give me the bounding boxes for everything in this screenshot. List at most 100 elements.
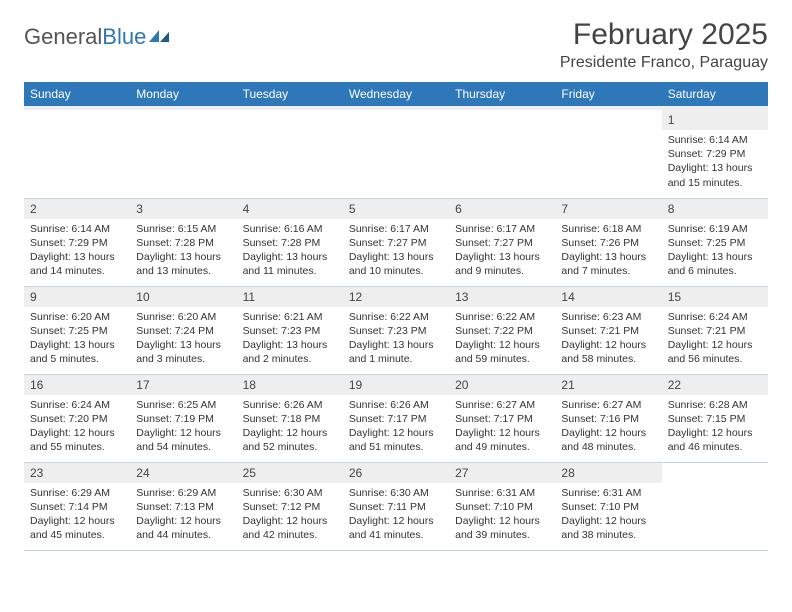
- day-line: Sunrise: 6:17 AM: [349, 222, 443, 236]
- weekday-header: Thursday: [449, 82, 555, 106]
- day-line: Sunset: 7:25 PM: [668, 236, 762, 250]
- day-line: Daylight: 12 hours: [136, 514, 230, 528]
- day-line: Sunrise: 6:22 AM: [455, 310, 549, 324]
- day-number: 19: [343, 375, 449, 395]
- day-content: Sunrise: 6:22 AMSunset: 7:23 PMDaylight:…: [343, 307, 449, 371]
- day-line: Sunset: 7:28 PM: [243, 236, 337, 250]
- day-line: Daylight: 12 hours: [243, 426, 337, 440]
- day-line: Daylight: 13 hours: [561, 250, 655, 264]
- day-line: Sunset: 7:29 PM: [668, 147, 762, 161]
- calendar-day-cell: 3Sunrise: 6:15 AMSunset: 7:28 PMDaylight…: [130, 198, 236, 286]
- day-number: 10: [130, 287, 236, 307]
- day-line: Sunrise: 6:29 AM: [30, 486, 124, 500]
- calendar-week-row: 23Sunrise: 6:29 AMSunset: 7:14 PMDayligh…: [24, 462, 768, 550]
- day-line: Daylight: 12 hours: [136, 426, 230, 440]
- day-content: Sunrise: 6:17 AMSunset: 7:27 PMDaylight:…: [449, 219, 555, 283]
- calendar-day-cell: 16Sunrise: 6:24 AMSunset: 7:20 PMDayligh…: [24, 374, 130, 462]
- day-content: Sunrise: 6:29 AMSunset: 7:13 PMDaylight:…: [130, 483, 236, 547]
- day-line: Sunrise: 6:24 AM: [30, 398, 124, 412]
- calendar-day-cell: ..: [555, 110, 661, 198]
- day-content: Sunrise: 6:19 AMSunset: 7:25 PMDaylight:…: [662, 219, 768, 283]
- day-line: Sunrise: 6:17 AM: [455, 222, 549, 236]
- header: GeneralBlue February 2025 Presidente Fra…: [24, 18, 768, 72]
- title-block: February 2025 Presidente Franco, Paragua…: [560, 18, 768, 72]
- month-title: February 2025: [560, 18, 768, 52]
- day-number: 11: [237, 287, 343, 307]
- day-line: Sunset: 7:20 PM: [30, 412, 124, 426]
- day-line: Sunrise: 6:20 AM: [136, 310, 230, 324]
- day-line: Sunset: 7:24 PM: [136, 324, 230, 338]
- day-line: and 7 minutes.: [561, 264, 655, 278]
- day-content: Sunrise: 6:18 AMSunset: 7:26 PMDaylight:…: [555, 219, 661, 283]
- day-line: Daylight: 12 hours: [349, 426, 443, 440]
- day-line: Daylight: 13 hours: [243, 250, 337, 264]
- day-line: and 11 minutes.: [243, 264, 337, 278]
- day-line: and 10 minutes.: [349, 264, 443, 278]
- day-content: Sunrise: 6:24 AMSunset: 7:20 PMDaylight:…: [24, 395, 130, 459]
- day-content: Sunrise: 6:31 AMSunset: 7:10 PMDaylight:…: [555, 483, 661, 547]
- day-content: Sunrise: 6:24 AMSunset: 7:21 PMDaylight:…: [662, 307, 768, 371]
- day-content: Sunrise: 6:27 AMSunset: 7:16 PMDaylight:…: [555, 395, 661, 459]
- day-line: Sunrise: 6:16 AM: [243, 222, 337, 236]
- day-line: Sunset: 7:22 PM: [455, 324, 549, 338]
- day-line: and 49 minutes.: [455, 440, 549, 454]
- calendar-day-cell: 13Sunrise: 6:22 AMSunset: 7:22 PMDayligh…: [449, 286, 555, 374]
- day-line: and 59 minutes.: [455, 352, 549, 366]
- day-number: 5: [343, 199, 449, 219]
- weekday-header: Sunday: [24, 82, 130, 106]
- day-number: 28: [555, 463, 661, 483]
- day-line: and 52 minutes.: [243, 440, 337, 454]
- day-content: Sunrise: 6:22 AMSunset: 7:22 PMDaylight:…: [449, 307, 555, 371]
- calendar-day-cell: 14Sunrise: 6:23 AMSunset: 7:21 PMDayligh…: [555, 286, 661, 374]
- day-line: and 1 minute.: [349, 352, 443, 366]
- day-line: Daylight: 13 hours: [668, 250, 762, 264]
- day-number: 8: [662, 199, 768, 219]
- day-line: Sunset: 7:21 PM: [561, 324, 655, 338]
- calendar-day-cell: 11Sunrise: 6:21 AMSunset: 7:23 PMDayligh…: [237, 286, 343, 374]
- day-line: and 3 minutes.: [136, 352, 230, 366]
- day-line: Sunset: 7:15 PM: [668, 412, 762, 426]
- day-line: Sunrise: 6:28 AM: [668, 398, 762, 412]
- calendar-day-cell: 25Sunrise: 6:30 AMSunset: 7:12 PMDayligh…: [237, 462, 343, 550]
- calendar-week-row: ............1Sunrise: 6:14 AMSunset: 7:2…: [24, 110, 768, 198]
- day-number: 13: [449, 287, 555, 307]
- day-line: Daylight: 12 hours: [30, 426, 124, 440]
- calendar-week-row: 9Sunrise: 6:20 AMSunset: 7:25 PMDaylight…: [24, 286, 768, 374]
- day-line: Sunrise: 6:30 AM: [349, 486, 443, 500]
- day-line: and 56 minutes.: [668, 352, 762, 366]
- weekday-header: Tuesday: [237, 82, 343, 106]
- day-line: Sunrise: 6:26 AM: [349, 398, 443, 412]
- calendar-day-cell: 23Sunrise: 6:29 AMSunset: 7:14 PMDayligh…: [24, 462, 130, 550]
- day-line: Daylight: 12 hours: [668, 338, 762, 352]
- calendar-day-cell: 4Sunrise: 6:16 AMSunset: 7:28 PMDaylight…: [237, 198, 343, 286]
- day-number: 18: [237, 375, 343, 395]
- calendar-day-cell: 20Sunrise: 6:27 AMSunset: 7:17 PMDayligh…: [449, 374, 555, 462]
- day-line: and 55 minutes.: [30, 440, 124, 454]
- calendar-table: SundayMondayTuesdayWednesdayThursdayFrid…: [24, 82, 768, 551]
- day-line: Sunset: 7:17 PM: [349, 412, 443, 426]
- day-line: Daylight: 12 hours: [455, 514, 549, 528]
- day-line: Sunset: 7:17 PM: [455, 412, 549, 426]
- day-line: Sunrise: 6:31 AM: [561, 486, 655, 500]
- calendar-day-cell: ..: [343, 110, 449, 198]
- day-line: and 15 minutes.: [668, 176, 762, 190]
- day-line: Daylight: 13 hours: [30, 338, 124, 352]
- day-line: Sunrise: 6:21 AM: [243, 310, 337, 324]
- day-content: Sunrise: 6:28 AMSunset: 7:15 PMDaylight:…: [662, 395, 768, 459]
- day-line: Sunset: 7:10 PM: [561, 500, 655, 514]
- day-line: and 39 minutes.: [455, 528, 549, 542]
- day-number: 12: [343, 287, 449, 307]
- day-line: Daylight: 12 hours: [561, 338, 655, 352]
- day-line: Sunrise: 6:27 AM: [455, 398, 549, 412]
- day-line: Sunrise: 6:23 AM: [561, 310, 655, 324]
- calendar-day-cell: 9Sunrise: 6:20 AMSunset: 7:25 PMDaylight…: [24, 286, 130, 374]
- day-line: Sunset: 7:18 PM: [243, 412, 337, 426]
- day-line: Sunset: 7:23 PM: [243, 324, 337, 338]
- day-content: Sunrise: 6:21 AMSunset: 7:23 PMDaylight:…: [237, 307, 343, 371]
- day-line: Sunset: 7:11 PM: [349, 500, 443, 514]
- calendar-week-row: 16Sunrise: 6:24 AMSunset: 7:20 PMDayligh…: [24, 374, 768, 462]
- day-line: Daylight: 12 hours: [561, 426, 655, 440]
- day-line: Sunset: 7:21 PM: [668, 324, 762, 338]
- day-content: Sunrise: 6:23 AMSunset: 7:21 PMDaylight:…: [555, 307, 661, 371]
- calendar-day-cell: 18Sunrise: 6:26 AMSunset: 7:18 PMDayligh…: [237, 374, 343, 462]
